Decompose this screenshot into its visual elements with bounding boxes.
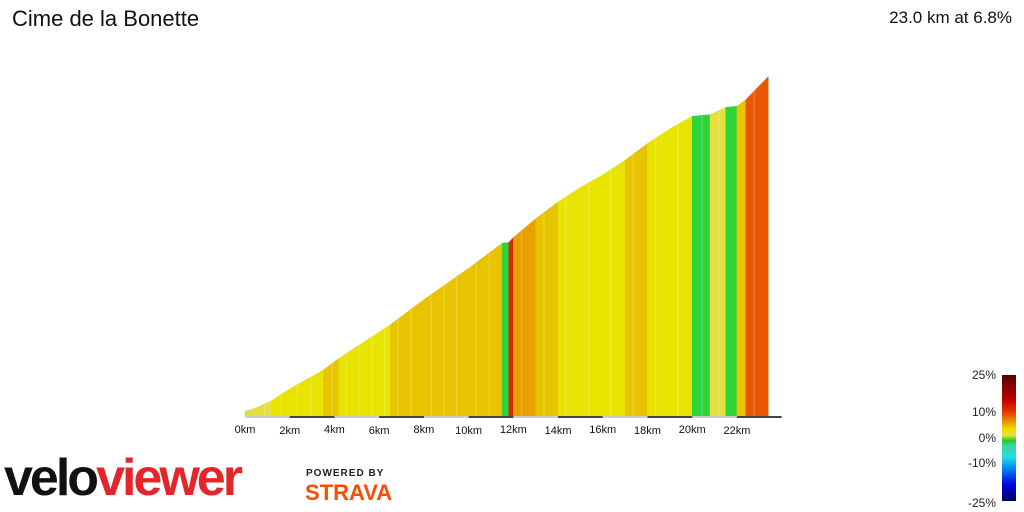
gradient-segment: [624, 142, 648, 418]
segment-shade: [753, 91, 755, 417]
powered-by-label: POWERED BY: [306, 468, 385, 479]
legend-label: 25%: [971, 368, 996, 382]
segment-shade: [654, 138, 657, 417]
climb-summary: 23.0 km at 6.8%: [889, 8, 1012, 27]
x-tick-label: 2km: [279, 425, 300, 437]
segment-shade: [610, 169, 612, 417]
x-tick-label: 12km: [500, 424, 527, 436]
gradient-segment: [244, 407, 257, 418]
segment-shade: [430, 295, 432, 417]
segment-shade: [475, 263, 477, 417]
segment-shade: [587, 183, 590, 417]
gradient-color-scale: [1002, 375, 1016, 501]
x-tick-label: 22km: [723, 425, 750, 437]
gradient-segment: [513, 218, 536, 418]
segment-shade: [543, 213, 545, 417]
gradient-segment: [501, 242, 510, 418]
segment-shade: [264, 404, 266, 417]
legend-label: -10%: [967, 456, 996, 470]
logo-part: velo: [4, 449, 99, 507]
segment-shade: [677, 124, 679, 418]
x-tick-label: 10km: [455, 425, 482, 437]
segment-shade: [520, 231, 523, 417]
gradient-segment: [535, 201, 559, 418]
segment-shade: [331, 364, 333, 417]
segment-shade: [488, 253, 491, 417]
segment-shade: [345, 354, 347, 417]
x-tick-label: 8km: [413, 424, 434, 436]
segment-shade: [358, 345, 360, 417]
segment-shade: [443, 286, 445, 417]
x-tick-label: 4km: [324, 424, 345, 436]
segment-shade: [717, 110, 720, 417]
x-tick-label: 18km: [634, 425, 661, 437]
segment-shade: [280, 394, 283, 417]
gradient-segment: [508, 236, 514, 418]
gradient-segment: [255, 400, 273, 418]
gradient-segment: [390, 299, 425, 418]
gradient-segment: [289, 369, 324, 418]
gradient-segment: [647, 128, 671, 418]
x-tick-label: 6km: [369, 425, 390, 437]
segment-shade: [371, 337, 373, 417]
gradient-segment: [745, 75, 769, 418]
gradient-segment: [736, 99, 747, 418]
segment-shade: [701, 115, 703, 417]
segment-shade: [455, 277, 458, 417]
x-tick-label: 16km: [589, 424, 616, 436]
segment-shade: [383, 328, 386, 417]
legend-label: -25%: [967, 496, 996, 510]
veloviewer-logo[interactable]: veloviewer: [4, 448, 243, 508]
x-tick-label: 14km: [545, 425, 572, 437]
strava-logo[interactable]: STRAVA: [305, 480, 393, 505]
segment-shade: [565, 197, 567, 417]
segment-shade: [410, 309, 412, 417]
segment-shade: [632, 154, 635, 418]
legend-label: 10%: [971, 405, 996, 419]
gradient-segment: [468, 242, 503, 418]
gradient-segment: [669, 115, 693, 418]
gradient-segment: [602, 159, 626, 418]
x-tick-label: 20km: [679, 424, 706, 436]
page-title: Cime de la Bonette: [12, 6, 200, 31]
logo-part: viewer: [96, 449, 243, 507]
x-tick-label: 0km: [235, 424, 256, 436]
gradient-segment: [580, 174, 604, 418]
segment-shade: [309, 377, 312, 417]
gradient-segment: [557, 186, 581, 418]
legend-label: 0%: [978, 431, 996, 445]
segment-shade: [397, 319, 399, 417]
gradient-segment: [725, 106, 738, 418]
segment-shade: [296, 385, 298, 417]
